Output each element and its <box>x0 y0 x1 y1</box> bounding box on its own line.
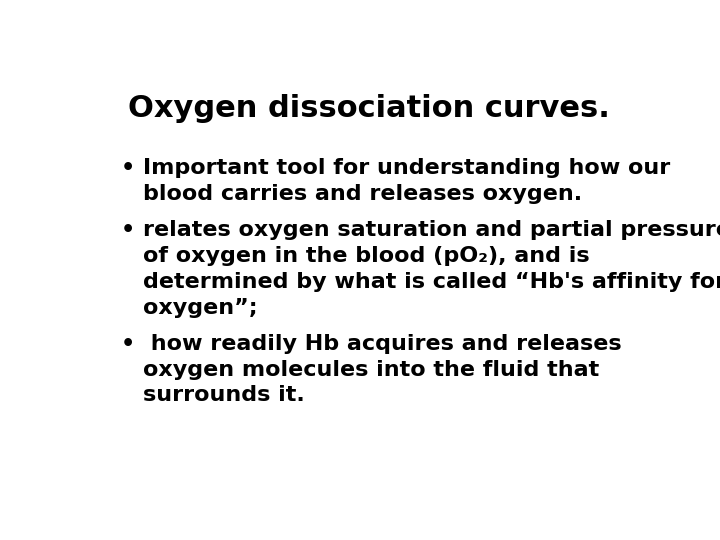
Text: oxygen”;: oxygen”; <box>143 298 258 318</box>
Text: determined by what is called “Hb's affinity for: determined by what is called “Hb's affin… <box>143 272 720 292</box>
Text: Important tool for understanding how our: Important tool for understanding how our <box>143 158 670 178</box>
Text: blood carries and releases oxygen.: blood carries and releases oxygen. <box>143 184 582 204</box>
Text: relates oxygen saturation and partial pressure: relates oxygen saturation and partial pr… <box>143 220 720 240</box>
Text: oxygen molecules into the fluid that: oxygen molecules into the fluid that <box>143 360 599 380</box>
Text: •: • <box>121 158 135 178</box>
Text: Oxygen dissociation curves.: Oxygen dissociation curves. <box>128 94 610 123</box>
Text: of oxygen in the blood (pO₂), and is: of oxygen in the blood (pO₂), and is <box>143 246 590 266</box>
Text: •: • <box>121 334 135 354</box>
Text: surrounds it.: surrounds it. <box>143 386 305 406</box>
Text: how readily Hb acquires and releases: how readily Hb acquires and releases <box>143 334 621 354</box>
Text: •: • <box>121 220 135 240</box>
